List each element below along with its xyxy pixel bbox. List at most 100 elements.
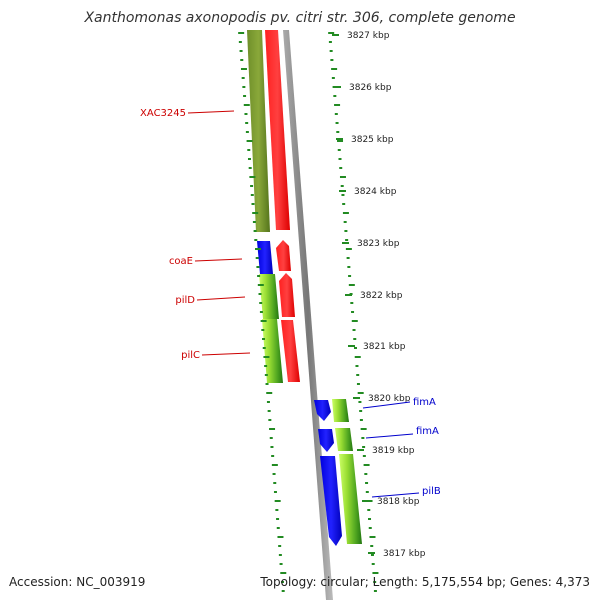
right-tick: [372, 572, 379, 574]
left-tick: [247, 149, 251, 151]
left-tick: [259, 302, 263, 304]
scale-label: 3823 kbp: [357, 239, 400, 249]
left-tick: [246, 140, 253, 142]
left-tick: [265, 383, 269, 385]
right-tick: [328, 41, 332, 43]
left-tick: [269, 428, 276, 430]
scale-label: 3822 kbp: [360, 291, 403, 301]
left-tick: [264, 374, 268, 376]
gene-coae-blue: [257, 241, 273, 274]
right-tick: [356, 374, 360, 376]
gene-label-coae[interactable]: coaE: [169, 256, 193, 267]
gene-leader-line: [194, 258, 243, 262]
right-tick: [329, 50, 333, 52]
right-tick: [355, 365, 359, 367]
scale-labels: 3827 kbp 3826 kbp 3825 kbp 3824 kbp 3823 kbp…: [332, 31, 426, 559]
gene-leader-line: [371, 492, 420, 498]
gene-label-fima[interactable]: fimA: [416, 426, 439, 437]
gene-pilc-red: [281, 320, 300, 382]
left-tick: [245, 122, 249, 124]
right-tick: [357, 392, 364, 394]
left-tick: [240, 68, 247, 70]
right-tick: [368, 527, 372, 529]
gene-pilb-green: [339, 454, 362, 544]
scale-label: 3818 kbp: [377, 497, 420, 507]
right-tick: [371, 563, 375, 565]
gene-fima1-green: [332, 399, 349, 422]
scale-major-tick: [348, 345, 355, 347]
gene-leader-line: [365, 433, 414, 439]
right-tick: [370, 554, 374, 556]
left-tick: [278, 554, 282, 556]
right-tick: [336, 131, 340, 133]
left-tick: [269, 437, 273, 439]
gene-label-pilb[interactable]: pilB: [422, 486, 441, 497]
scale-major-tick: [357, 449, 364, 451]
left-tick: [266, 401, 270, 403]
right-tick: [342, 212, 349, 214]
left-tick: [257, 275, 261, 277]
gene-leader-line: [201, 352, 251, 356]
right-tick: [350, 302, 354, 304]
right-tick: [359, 410, 363, 412]
gene-label-pild[interactable]: pilD: [175, 295, 195, 306]
gene-labels: XAC3245 coaE pilD pilC fimA fimA pilB: [140, 108, 441, 498]
right-tick: [369, 536, 376, 538]
left-tick: [258, 293, 262, 295]
left-tick: [251, 203, 255, 205]
right-tick: [359, 419, 363, 421]
left-tick: [243, 104, 250, 106]
left-tick: [276, 518, 280, 520]
gene-label-xac3245[interactable]: XAC3245: [140, 108, 186, 119]
scale-major-tick: [339, 190, 346, 192]
left-tick: [262, 338, 266, 340]
scale-label: 3817 kbp: [383, 549, 426, 559]
scale-major-tick: [336, 138, 343, 140]
left-tick: [257, 284, 264, 286]
right-tick: [331, 77, 335, 79]
topology-summary: Topology: circular; Length: 5,175,554 bp…: [260, 575, 590, 589]
left-tick: [238, 41, 242, 43]
right-tick: [334, 104, 341, 106]
right-tick: [365, 491, 369, 493]
right-tick: [346, 257, 350, 259]
left-tick: [280, 572, 287, 574]
right-tick: [351, 311, 355, 313]
left-tick: [259, 311, 263, 313]
scale-label: 3825 kbp: [351, 135, 394, 145]
left-tick: [250, 194, 254, 196]
gene-label-fima[interactable]: fimA: [413, 397, 436, 408]
left-tick: [241, 77, 245, 79]
left-tick: [250, 185, 254, 187]
right-tick-track: [328, 32, 379, 592]
right-tick: [364, 473, 368, 475]
right-tick: [347, 266, 351, 268]
right-tick: [361, 437, 365, 439]
left-tick: [239, 50, 243, 52]
left-tick: [271, 455, 275, 457]
right-tick: [360, 428, 367, 430]
left-tick: [274, 500, 281, 502]
right-tick: [341, 194, 345, 196]
right-tick: [348, 284, 355, 286]
right-tick: [338, 158, 342, 160]
left-tick: [267, 410, 271, 412]
accession-label: Accession: NC_003919: [9, 575, 146, 589]
left-tick-track: [238, 32, 287, 592]
scale-label: 3821 kbp: [363, 342, 406, 352]
gene-pilb-blue: [320, 456, 342, 546]
left-tick: [245, 131, 249, 133]
left-tick: [244, 113, 248, 115]
left-tick: [263, 356, 270, 358]
left-tick: [277, 536, 284, 538]
gene-xac3245-red: [265, 30, 290, 230]
right-tick: [345, 239, 349, 241]
right-tick: [335, 122, 339, 124]
gene-label-pilc[interactable]: pilC: [181, 350, 200, 361]
right-tick: [344, 230, 348, 232]
right-tick: [340, 185, 344, 187]
left-tick: [240, 59, 244, 61]
right-tick: [356, 383, 360, 385]
right-tick: [370, 545, 374, 547]
